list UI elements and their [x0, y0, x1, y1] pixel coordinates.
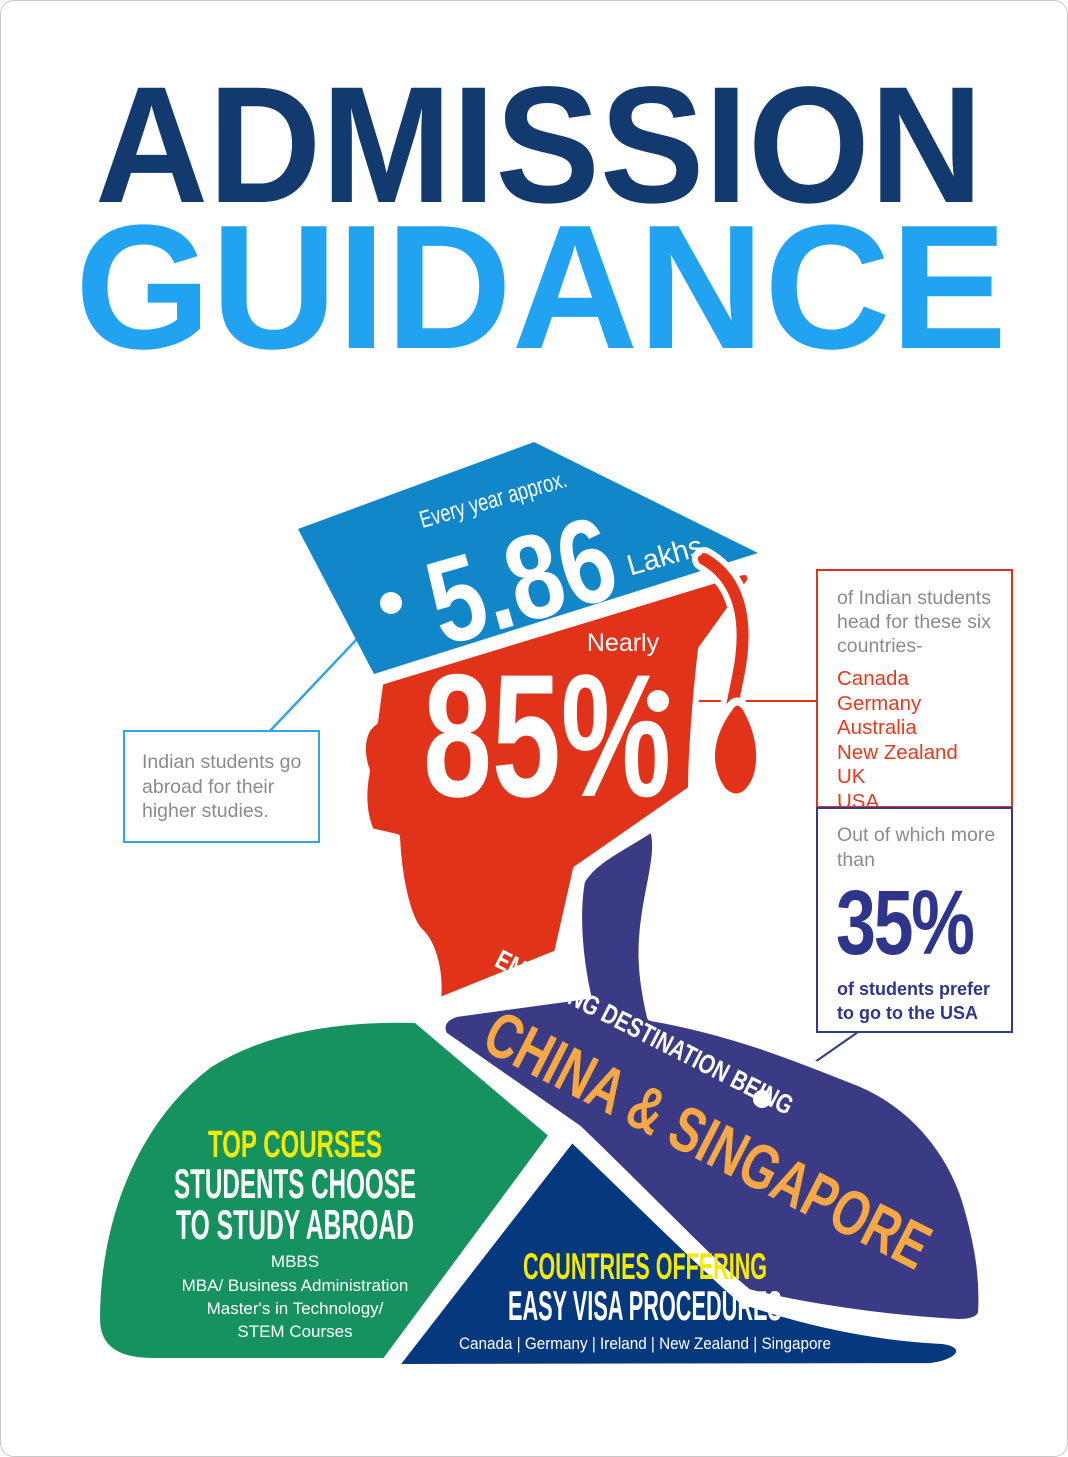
countries-callout-dot	[647, 690, 669, 712]
course-item: Master's in Technology/	[207, 1299, 384, 1318]
country-item: New Zealand	[837, 740, 958, 764]
top-courses-headline-3: TO STUDY ABROAD	[176, 1201, 414, 1248]
usa-note: of students prefer to go to the USA	[837, 977, 1003, 1025]
title-line2: GUIDANCE	[75, 188, 1007, 386]
callout-text-line: Out of which more	[837, 824, 996, 846]
cap-callout-dot	[380, 592, 402, 614]
country-item: USA	[837, 789, 880, 813]
course-item: MBBS	[271, 1252, 319, 1271]
six-countries-callout: of Indian students head for these six co…	[816, 569, 1013, 813]
country-item: UK	[837, 765, 866, 788]
title-line1: ADMISSION	[95, 53, 983, 238]
easy-visa-shape	[392, 1136, 963, 1370]
callout-text-line: to go to the USA	[837, 1003, 978, 1024]
students-abroad-callout: Indian students go abroad for their high…	[123, 730, 320, 843]
country-list: Canada Germany Australia New Zealand UK …	[837, 667, 1001, 814]
course-item: STEM Courses	[237, 1322, 352, 1341]
easy-visa-text-group: COUNTRIES OFFERING EASY VISA PROCEDURES …	[459, 1246, 831, 1353]
shoulder-band-shape	[437, 823, 987, 1327]
usa-percentage-value: 35%	[836, 872, 975, 974]
easy-visa-headline: EASY VISA PROCEDURES	[508, 1282, 782, 1329]
top-courses-text-group: TOP COURSES STUDENTS CHOOSE TO STUDY ABR…	[174, 1124, 416, 1341]
callout-text-line: of students prefer	[837, 979, 991, 1000]
top-courses-accent: TOP COURSES	[208, 1124, 382, 1166]
head-stat-prefix: Nearly	[587, 629, 660, 657]
top-courses-shape	[94, 1016, 555, 1364]
country-item: Australia	[837, 716, 917, 739]
callout-text-line: of Indian students	[837, 587, 991, 609]
top-courses-headline-2: STUDENTS CHOOSE	[174, 1160, 416, 1207]
tassel	[692, 547, 765, 802]
course-item: MBA/ Business Administration	[182, 1276, 409, 1295]
tassel-drop	[706, 697, 765, 802]
callout-text-line: Indian students go	[142, 751, 302, 773]
country-item: Germany	[837, 691, 922, 715]
graduation-cap-shape	[298, 442, 758, 674]
callout-text-line: countries-	[837, 635, 923, 657]
usa-callout-dot	[753, 1090, 771, 1108]
head-stat-value: 85%	[423, 639, 671, 834]
usa-preference-callout: Out of which more than 35% of students p…	[816, 807, 1013, 1033]
callout-text-line: head for these six	[837, 611, 991, 633]
graduate-head-shape	[359, 569, 754, 1004]
callout-text-line: than	[837, 848, 875, 871]
callout-text-line: abroad for their	[142, 775, 275, 798]
country-item: Canada	[837, 667, 909, 690]
easy-visa-countries: Canada | Germany | Ireland | New Zealand…	[459, 1334, 831, 1353]
callout-text-line: higher studies.	[142, 800, 269, 822]
easy-visa-accent: COUNTRIES OFFERING	[523, 1246, 767, 1287]
